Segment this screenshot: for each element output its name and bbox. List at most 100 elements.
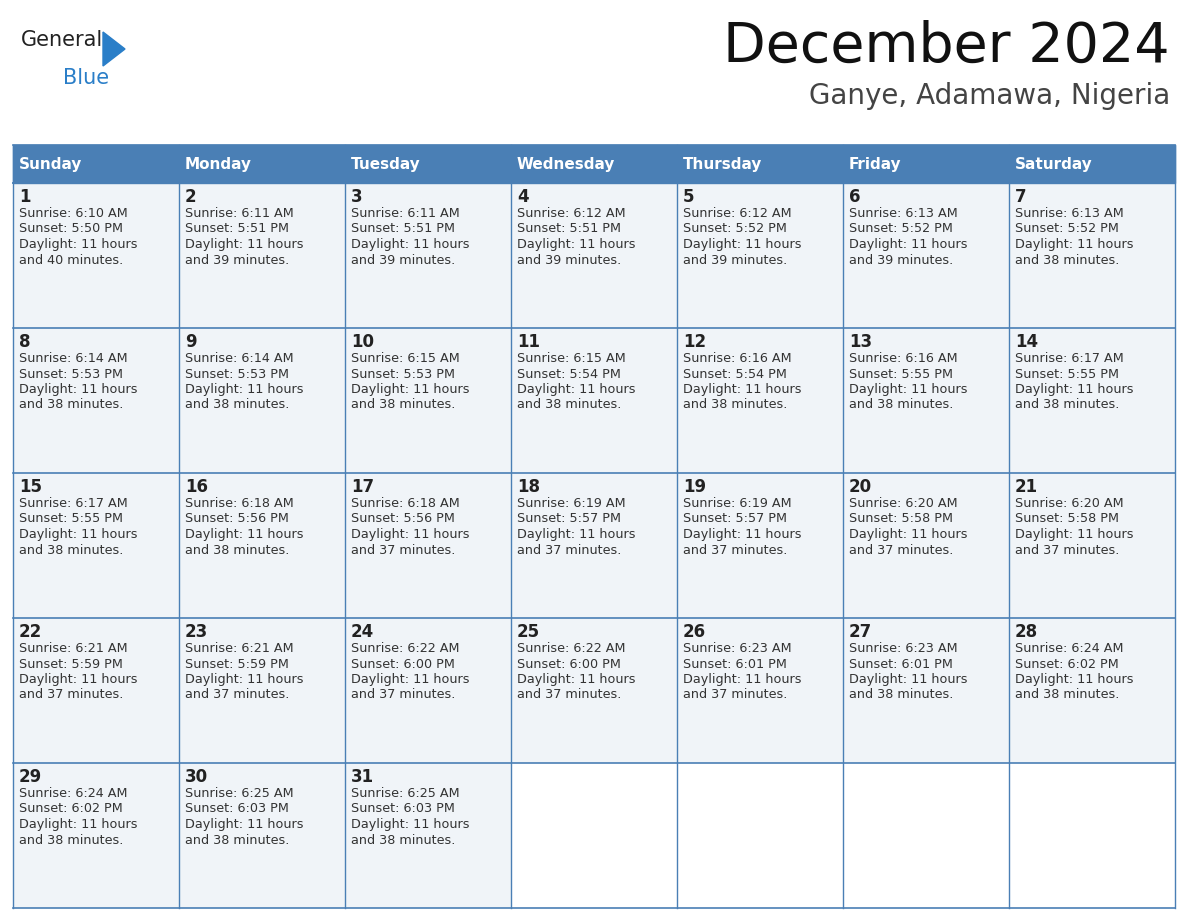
Text: 18: 18 [517, 478, 541, 496]
Text: Sunrise: 6:11 AM: Sunrise: 6:11 AM [185, 207, 293, 220]
Text: Daylight: 11 hours: Daylight: 11 hours [19, 528, 138, 541]
Text: 1: 1 [19, 188, 31, 206]
Text: 15: 15 [19, 478, 42, 496]
Text: and 38 minutes.: and 38 minutes. [849, 398, 954, 411]
Text: Monday: Monday [185, 156, 252, 172]
Text: Sunset: 5:52 PM: Sunset: 5:52 PM [849, 222, 953, 236]
Text: 22: 22 [19, 623, 43, 641]
Text: Sunset: 5:52 PM: Sunset: 5:52 PM [1015, 222, 1119, 236]
Text: 26: 26 [683, 623, 706, 641]
Text: 23: 23 [185, 623, 208, 641]
Text: 25: 25 [517, 623, 541, 641]
Text: 12: 12 [683, 333, 706, 351]
Text: and 39 minutes.: and 39 minutes. [849, 253, 953, 266]
Text: Sunset: 5:55 PM: Sunset: 5:55 PM [849, 367, 953, 380]
Text: Sunset: 6:00 PM: Sunset: 6:00 PM [350, 657, 455, 670]
Text: and 38 minutes.: and 38 minutes. [849, 688, 954, 701]
Bar [1009, 183, 1175, 328]
Bar [677, 618, 843, 763]
Text: and 39 minutes.: and 39 minutes. [350, 253, 455, 266]
Text: 16: 16 [185, 478, 208, 496]
Text: Daylight: 11 hours: Daylight: 11 hours [185, 383, 303, 396]
Text: Sunset: 5:58 PM: Sunset: 5:58 PM [849, 512, 953, 525]
Text: Sunset: 5:52 PM: Sunset: 5:52 PM [683, 222, 786, 236]
Text: and 37 minutes.: and 37 minutes. [350, 688, 455, 701]
Text: Daylight: 11 hours: Daylight: 11 hours [350, 238, 469, 251]
Text: Daylight: 11 hours: Daylight: 11 hours [350, 383, 469, 396]
Text: 21: 21 [1015, 478, 1038, 496]
Text: Sunset: 6:03 PM: Sunset: 6:03 PM [185, 802, 289, 815]
Text: Daylight: 11 hours: Daylight: 11 hours [19, 673, 138, 686]
Text: Daylight: 11 hours: Daylight: 11 hours [683, 528, 802, 541]
Text: Sunset: 5:59 PM: Sunset: 5:59 PM [185, 657, 289, 670]
Text: 28: 28 [1015, 623, 1038, 641]
Text: Daylight: 11 hours: Daylight: 11 hours [1015, 528, 1133, 541]
Bar [677, 763, 843, 908]
Text: Sunset: 5:57 PM: Sunset: 5:57 PM [683, 512, 786, 525]
Bar [1009, 473, 1175, 618]
Text: 2: 2 [185, 188, 197, 206]
Text: Blue: Blue [63, 68, 109, 88]
Bar [843, 328, 1009, 473]
Text: Sunset: 6:02 PM: Sunset: 6:02 PM [19, 802, 122, 815]
Bar [345, 183, 511, 328]
Text: Daylight: 11 hours: Daylight: 11 hours [683, 238, 802, 251]
Text: Daylight: 11 hours: Daylight: 11 hours [350, 818, 469, 831]
Text: Sunrise: 6:25 AM: Sunrise: 6:25 AM [185, 787, 293, 800]
Text: and 39 minutes.: and 39 minutes. [683, 253, 788, 266]
Text: and 37 minutes.: and 37 minutes. [350, 543, 455, 556]
Bar [13, 145, 1175, 183]
Text: 27: 27 [849, 623, 872, 641]
Text: Daylight: 11 hours: Daylight: 11 hours [350, 528, 469, 541]
Polygon shape [103, 32, 125, 66]
Bar [511, 763, 677, 908]
Bar [345, 763, 511, 908]
Text: and 37 minutes.: and 37 minutes. [1015, 543, 1119, 556]
Text: Sunset: 5:56 PM: Sunset: 5:56 PM [350, 512, 455, 525]
Text: and 37 minutes.: and 37 minutes. [185, 688, 290, 701]
Text: and 37 minutes.: and 37 minutes. [683, 688, 788, 701]
Text: General: General [21, 30, 103, 50]
Text: Sunrise: 6:13 AM: Sunrise: 6:13 AM [849, 207, 958, 220]
Text: 13: 13 [849, 333, 872, 351]
Text: Sunset: 5:53 PM: Sunset: 5:53 PM [185, 367, 289, 380]
Text: Daylight: 11 hours: Daylight: 11 hours [517, 528, 636, 541]
Text: and 38 minutes.: and 38 minutes. [350, 834, 455, 846]
Text: and 38 minutes.: and 38 minutes. [517, 398, 621, 411]
Text: and 37 minutes.: and 37 minutes. [849, 543, 954, 556]
Bar [179, 328, 345, 473]
Bar [179, 473, 345, 618]
Text: Sunset: 6:00 PM: Sunset: 6:00 PM [517, 657, 621, 670]
Bar [1009, 145, 1175, 183]
Text: Sunrise: 6:19 AM: Sunrise: 6:19 AM [517, 497, 626, 510]
Text: Friday: Friday [849, 156, 902, 172]
Text: 8: 8 [19, 333, 31, 351]
Bar [1009, 763, 1175, 908]
Text: Sunrise: 6:20 AM: Sunrise: 6:20 AM [849, 497, 958, 510]
Text: Sunrise: 6:23 AM: Sunrise: 6:23 AM [849, 642, 958, 655]
Text: Daylight: 11 hours: Daylight: 11 hours [517, 383, 636, 396]
Text: and 38 minutes.: and 38 minutes. [19, 834, 124, 846]
Text: Sunrise: 6:21 AM: Sunrise: 6:21 AM [19, 642, 127, 655]
Bar [843, 473, 1009, 618]
Text: 9: 9 [185, 333, 197, 351]
Text: Sunrise: 6:18 AM: Sunrise: 6:18 AM [185, 497, 293, 510]
Text: Daylight: 11 hours: Daylight: 11 hours [849, 238, 967, 251]
Text: Sunrise: 6:10 AM: Sunrise: 6:10 AM [19, 207, 128, 220]
Text: and 38 minutes.: and 38 minutes. [185, 834, 290, 846]
Bar [13, 618, 179, 763]
Bar [1009, 618, 1175, 763]
Text: 7: 7 [1015, 188, 1026, 206]
Text: and 38 minutes.: and 38 minutes. [1015, 398, 1119, 411]
Text: Daylight: 11 hours: Daylight: 11 hours [1015, 383, 1133, 396]
Bar [179, 763, 345, 908]
Text: 3: 3 [350, 188, 362, 206]
Text: Sunset: 5:56 PM: Sunset: 5:56 PM [185, 512, 289, 525]
Text: Sunday: Sunday [19, 156, 82, 172]
Text: Daylight: 11 hours: Daylight: 11 hours [849, 383, 967, 396]
Bar [511, 328, 677, 473]
Text: Sunrise: 6:15 AM: Sunrise: 6:15 AM [517, 352, 626, 365]
Text: Sunrise: 6:15 AM: Sunrise: 6:15 AM [350, 352, 460, 365]
Text: Sunrise: 6:17 AM: Sunrise: 6:17 AM [1015, 352, 1124, 365]
Text: Daylight: 11 hours: Daylight: 11 hours [517, 238, 636, 251]
